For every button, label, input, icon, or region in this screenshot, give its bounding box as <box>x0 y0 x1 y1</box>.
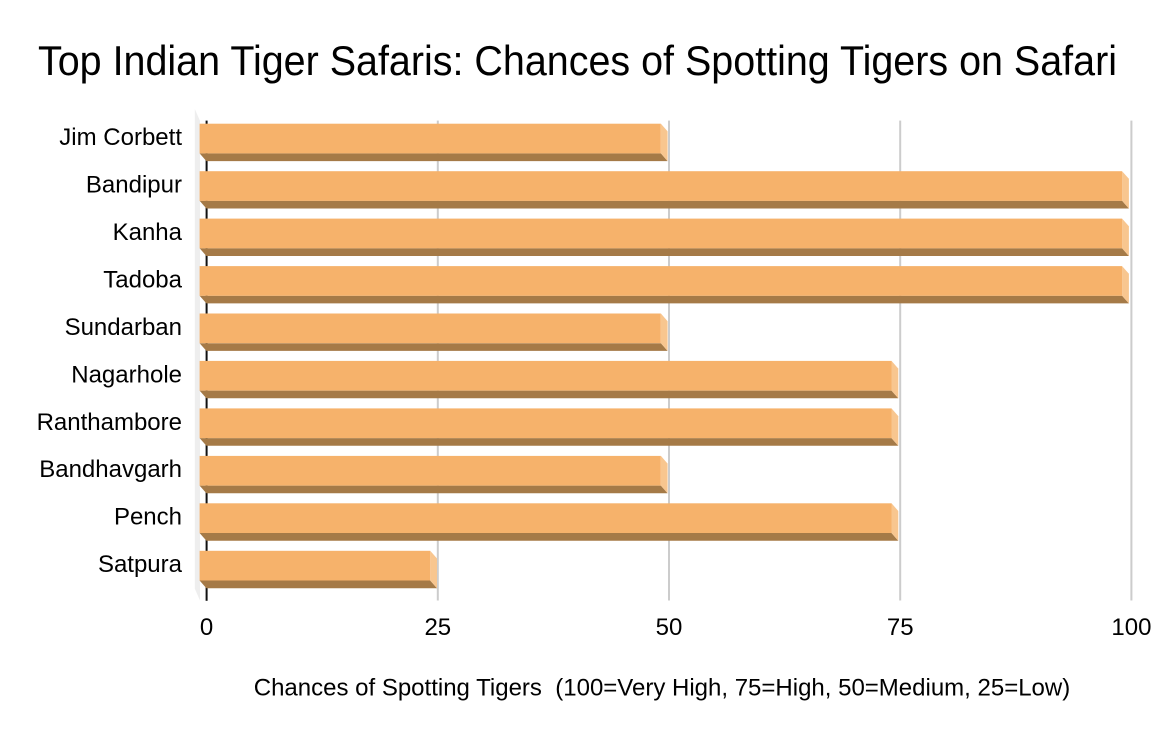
svg-text:50: 50 <box>656 614 683 641</box>
svg-text:Pench: Pench <box>114 504 182 531</box>
svg-text:Chances of Spotting Tigers (1: Chances of Spotting Tigers (100=Very Hig… <box>254 675 1070 702</box>
svg-text:0: 0 <box>200 614 213 641</box>
svg-text:Tadoba: Tadoba <box>103 267 182 294</box>
svg-text:Satpura: Satpura <box>98 551 183 578</box>
svg-text:25: 25 <box>424 614 451 641</box>
svg-text:100: 100 <box>1111 614 1151 641</box>
svg-text:75: 75 <box>887 614 914 641</box>
svg-text:Ranthambore: Ranthambore <box>37 409 182 436</box>
svg-text:Sundarban: Sundarban <box>65 314 182 341</box>
svg-text:Nagarhole: Nagarhole <box>71 361 182 388</box>
svg-text:Top Indian Tiger Safaris: Chan: Top Indian Tiger Safaris: Chances of Spo… <box>38 37 1117 84</box>
svg-text:Kanha: Kanha <box>113 219 183 246</box>
svg-text:Jim Corbett: Jim Corbett <box>59 124 182 151</box>
svg-text:Bandipur: Bandipur <box>86 172 182 199</box>
svg-text:Bandhavgarh: Bandhavgarh <box>39 456 182 483</box>
